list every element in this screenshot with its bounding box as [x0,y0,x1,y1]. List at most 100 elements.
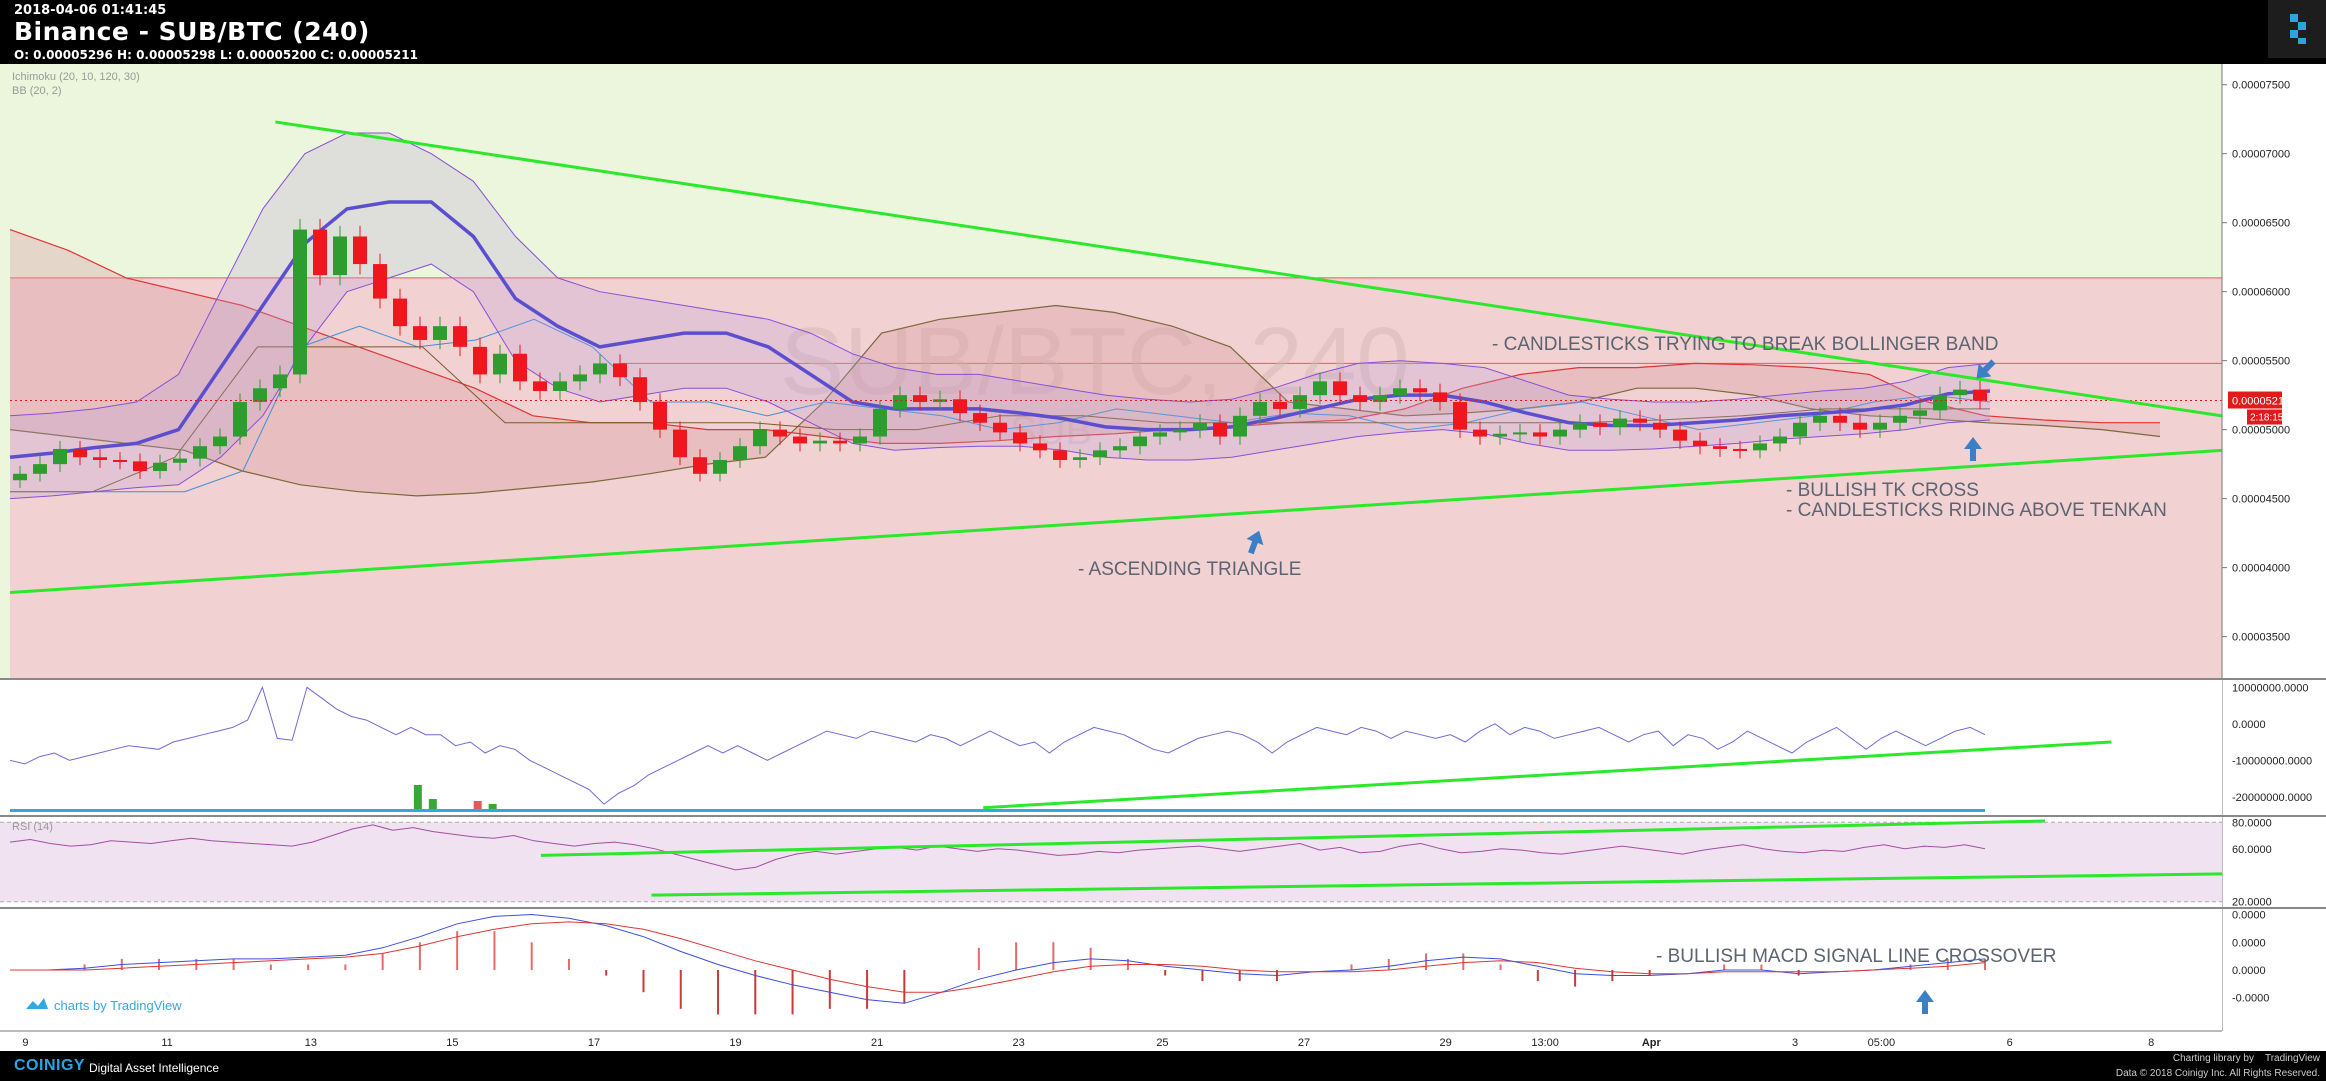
volume-bar [488,804,497,811]
x-tick-label: 23 [1013,1037,1025,1049]
candle-body [1613,418,1627,427]
macd-tick-label: -0.0000 [2232,993,2269,1005]
candle-body [93,457,107,460]
candle-body [1193,422,1207,430]
obv-tick-label: 0.0000 [2232,719,2266,731]
arrow-icon-macd-shape [1916,990,1934,1014]
price-badge [2228,391,2282,409]
candle-body [113,459,127,462]
candle-body [133,461,147,472]
candle-body [1953,389,1967,396]
footer: COINIGY Digital Asset Intelligence Chart… [0,1051,2326,1081]
tradingview-credit[interactable]: TradingView [2264,1053,2320,1064]
arrow-icon-triangle [1246,530,1264,555]
candle-body [473,346,487,375]
macd-tick-label: 0.0000 [2232,937,2266,949]
candle-body [793,436,807,444]
arrow-icon-triangle-shape [1246,530,1264,555]
chart-title: Binance - SUB/BTC (240) [14,17,370,46]
candle-body [1173,429,1187,433]
candle-body [1393,388,1407,396]
obv-line [9,685,1986,805]
candle-body [233,402,247,437]
x-tick-label: 17 [588,1037,600,1049]
bollinger-upper [9,132,1991,417]
obv-trendline [983,740,2112,810]
coinigy-logo[interactable] [2268,0,2326,58]
candle-body [1533,432,1547,437]
footer-tagline: Digital Asset Intelligence [89,1061,220,1075]
candle-body [1673,429,1687,441]
annotation-tenkan: - CANDLESTICKS RIDING ABOVE TENKAN [1786,500,2167,521]
candle-body [373,264,387,299]
x-tick-label: 11 [161,1037,172,1049]
macd-tick-label: 0.0000 [2232,910,2266,922]
copyright: Data © 2018 Coinigy Inc. All Rights Rese… [2115,1068,2320,1079]
arrow-icon-tk [1964,437,1982,461]
tradingview-badge[interactable]: charts by TradingView [26,998,182,1013]
candle-body [1513,432,1527,435]
ohlc-readout: O: 0.00005296 H: 0.00005298 L: 0.0000520… [14,48,418,62]
senkou-a-line [9,229,2160,444]
rsi-label: RSI (14) [12,821,53,833]
x-tick-label: 29 [1439,1037,1451,1049]
candle-body [593,363,607,375]
candle-body [213,436,227,447]
candle-body [1873,422,1887,430]
candle-body [1633,418,1647,423]
candle-body [1373,395,1387,403]
candle-body [873,408,887,437]
annotation-bollinger: - CANDLESTICKS TRYING TO BREAK BOLLINGER… [1492,334,1998,355]
x-tick-label: 27 [1298,1037,1310,1049]
candle-body [453,326,467,347]
y-axis-bg [2222,64,2326,1031]
candle-body [1253,402,1267,416]
volume-bar [413,785,422,811]
price-tick-label: 0.00006500 [2232,218,2290,230]
candle-body [813,440,827,444]
obv-tick-label: -10000000.0000 [2232,755,2312,767]
candle-body [153,462,167,472]
candle-body [393,298,407,327]
bb-label: BB (20, 2) [12,85,62,97]
macd-line [10,913,1986,1004]
candle-body [753,429,767,447]
rsi-trendline [651,872,2223,897]
x-tick-label: 8 [2148,1037,2154,1049]
candle-body [353,236,367,265]
chart-header: 2018-04-06 01:41:45 Binance - SUB/BTC (2… [0,0,2326,64]
candle-body [1753,443,1767,451]
countdown-badge [2247,409,2282,425]
trendline-triangle-lower [9,448,2223,594]
candle-body [1333,381,1347,396]
bollinger-lower [9,263,1991,500]
candle-body [693,457,707,474]
rsi-tick-label: 60.0000 [2232,844,2272,856]
x-tick-label: 9 [22,1037,28,1049]
price-tick-label: 0.00005000 [2232,425,2290,437]
candle-body [533,381,547,392]
candle-body [1273,402,1287,409]
candle-body [1473,429,1487,437]
resistance-zone [10,277,2222,678]
x-axis-bg [0,1031,2326,1051]
candle-body [1553,429,1567,437]
candle-body [333,236,347,276]
obv-tick-label: 10000000.0000 [2232,682,2308,694]
ichimoku-cloud [10,229,2160,496]
footer-brand[interactable]: COINIGY [14,1057,86,1074]
candle-body [273,374,287,389]
candle-body [733,446,747,460]
candle-body [1013,432,1027,444]
timestamp: 2018-04-06 01:41:45 [14,3,167,18]
candle-body [1133,436,1147,447]
candle-body [1353,395,1367,403]
rsi-line [9,824,1986,871]
candle-body [913,395,927,403]
candle-body [73,448,87,458]
arrow-icon-bollinger [1976,359,1996,379]
candle-body [193,446,207,459]
price-tick-label: 0.00005500 [2232,356,2290,368]
candle-body [1933,395,1947,411]
